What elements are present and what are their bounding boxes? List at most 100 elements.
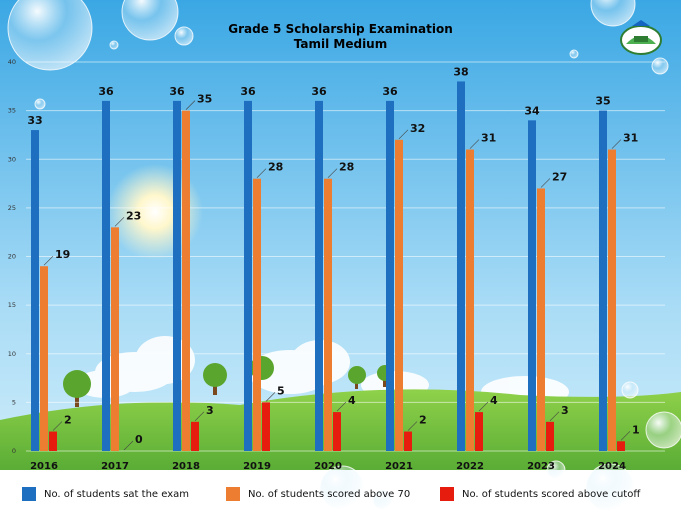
bar-above-70-2017 — [111, 227, 119, 451]
data-label: 36 — [98, 85, 114, 98]
x-tick-label: 2020 — [314, 461, 342, 472]
data-label: 38 — [453, 65, 468, 78]
data-label: 5 — [277, 384, 285, 397]
data-label: 2 — [419, 414, 427, 427]
data-label: 36 — [382, 85, 398, 98]
legend-swatch-sat — [22, 487, 36, 501]
data-label-leader — [540, 178, 551, 188]
data-label: 0 — [135, 433, 143, 446]
bar-above-cutoff-2024 — [617, 441, 625, 451]
data-label-leader — [123, 440, 134, 451]
bar-above-cutoff-2021 — [404, 431, 412, 451]
data-label-leader — [194, 411, 205, 422]
data-label: 27 — [552, 170, 567, 183]
x-tick-label: 2019 — [243, 461, 271, 472]
y-tick-label: 0 — [12, 447, 16, 455]
bar-above-cutoff-2018 — [191, 421, 199, 451]
bar-above-cutoff-2020 — [333, 412, 341, 451]
data-label-leader — [265, 392, 276, 402]
bar-above-cutoff-2023 — [546, 421, 554, 451]
data-label-leader — [611, 139, 622, 149]
data-label-leader — [620, 431, 631, 441]
bar-sat-2020 — [315, 100, 323, 452]
y-tick-label: 20 — [8, 253, 16, 261]
y-tick-label: 30 — [8, 155, 16, 163]
bar-above-70-2023 — [537, 188, 545, 452]
data-label: 28 — [268, 161, 283, 174]
bar-above-cutoff-2022 — [475, 412, 483, 451]
data-label: 31 — [481, 132, 496, 145]
legend-item-above-cutoff: No. of students scored above cutoff — [440, 486, 640, 502]
x-tick-label: 2016 — [30, 461, 58, 472]
bar-sat-2022 — [457, 81, 465, 451]
data-label: 34 — [524, 104, 540, 117]
data-label: 33 — [27, 114, 42, 127]
data-label-leader — [549, 411, 560, 422]
y-tick-label: 10 — [8, 350, 16, 358]
bar-sat-2024 — [599, 110, 607, 451]
legend-item-sat: No. of students sat the exam — [22, 486, 189, 502]
data-label-leader — [185, 100, 196, 110]
bar-sat-2023 — [528, 120, 536, 451]
data-label: 32 — [410, 122, 425, 135]
bar-above-70-2022 — [466, 149, 474, 451]
data-label: 36 — [169, 85, 185, 98]
data-label: 1 — [632, 423, 640, 436]
data-label-leader — [52, 421, 63, 431]
bar-sat-2018 — [173, 100, 181, 452]
bar-above-70-2018 — [182, 110, 190, 451]
x-tick-label: 2018 — [172, 461, 200, 472]
data-label-leader — [469, 139, 480, 149]
x-tick-label: 2022 — [456, 461, 484, 472]
y-tick-label: 5 — [12, 398, 16, 406]
data-label: 36 — [311, 85, 327, 98]
data-label-leader — [336, 401, 347, 412]
y-tick-label: 25 — [8, 204, 16, 212]
x-tick-label: 2024 — [598, 461, 626, 472]
bar-above-70-2021 — [395, 139, 403, 452]
bar-above-cutoff-2019 — [262, 402, 270, 451]
x-tick-label: 2021 — [385, 461, 413, 472]
y-tick-label: 35 — [8, 107, 16, 115]
legend-label-sat: No. of students sat the exam — [44, 488, 190, 500]
data-label-leader — [256, 168, 267, 178]
data-label: 19 — [55, 248, 70, 261]
data-label-leader — [407, 421, 418, 431]
bar-above-70-2016 — [40, 266, 48, 451]
legend-item-above-70: No. of students scored above 70 — [226, 486, 410, 502]
data-label: 31 — [623, 132, 638, 145]
bar-above-70-2019 — [253, 178, 261, 451]
data-label-leader — [398, 129, 409, 140]
bar-sat-2017 — [102, 100, 110, 452]
chart-subtitle: Tamil Medium — [293, 37, 388, 51]
bar-sat-2016 — [31, 130, 39, 451]
x-tick-label: 2023 — [527, 461, 555, 472]
bar-above-70-2020 — [324, 178, 332, 451]
data-label: 4 — [348, 394, 356, 407]
legend-label-above-70: No. of students scored above 70 — [248, 488, 411, 500]
data-label: 36 — [240, 85, 256, 98]
bar-above-cutoff-2016 — [49, 431, 57, 451]
legend-label-above-cutoff: No. of students scored above cutoff — [462, 488, 641, 500]
data-label-leader — [114, 217, 125, 227]
bar-sat-2019 — [244, 100, 252, 452]
y-tick-label: 40 — [8, 58, 16, 66]
data-label: 4 — [490, 394, 498, 407]
data-label: 35 — [197, 93, 212, 106]
data-label: 2 — [64, 414, 72, 427]
school-logo — [620, 20, 662, 55]
data-label: 3 — [206, 404, 214, 417]
data-label-leader — [478, 401, 489, 412]
data-label-leader — [327, 168, 338, 178]
chart-title: Grade 5 Scholarship Examination — [228, 22, 453, 36]
bar-sat-2021 — [386, 100, 394, 452]
data-label: 35 — [595, 95, 610, 108]
x-tick-label: 2017 — [101, 461, 129, 472]
y-tick-label: 15 — [8, 301, 16, 309]
bar-above-70-2024 — [608, 149, 616, 451]
data-label: 23 — [126, 209, 141, 222]
data-label-leader — [43, 256, 54, 266]
legend-swatch-above-cutoff — [440, 487, 454, 501]
